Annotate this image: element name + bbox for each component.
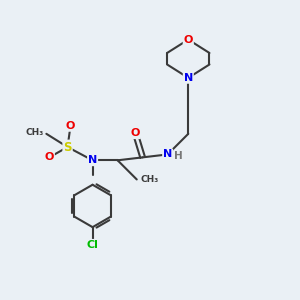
Text: S: S — [63, 141, 72, 154]
Text: O: O — [130, 128, 140, 138]
Text: Cl: Cl — [87, 240, 98, 250]
Text: N: N — [163, 149, 172, 159]
Text: O: O — [66, 121, 75, 131]
Text: N: N — [184, 73, 193, 83]
Text: CH₃: CH₃ — [26, 128, 44, 137]
Text: N: N — [88, 155, 97, 165]
Text: CH₃: CH₃ — [140, 175, 158, 184]
Text: O: O — [45, 152, 54, 162]
Text: H: H — [175, 151, 183, 161]
Text: O: O — [184, 34, 193, 45]
